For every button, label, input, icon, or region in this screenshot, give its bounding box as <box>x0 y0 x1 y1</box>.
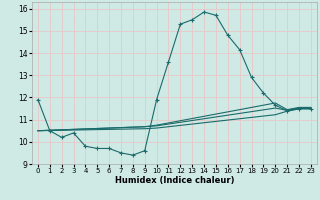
X-axis label: Humidex (Indice chaleur): Humidex (Indice chaleur) <box>115 176 234 185</box>
